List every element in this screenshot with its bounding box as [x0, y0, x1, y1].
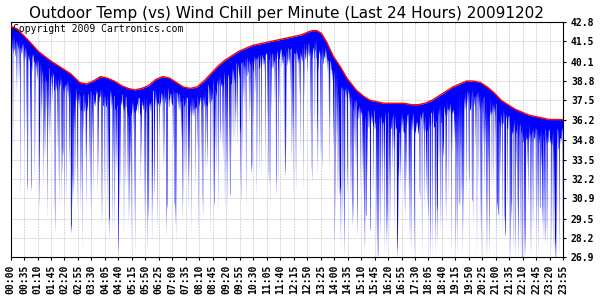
Title: Outdoor Temp (vs) Wind Chill per Minute (Last 24 Hours) 20091202: Outdoor Temp (vs) Wind Chill per Minute …	[29, 6, 544, 21]
Text: Copyright 2009 Cartronics.com: Copyright 2009 Cartronics.com	[13, 24, 184, 34]
